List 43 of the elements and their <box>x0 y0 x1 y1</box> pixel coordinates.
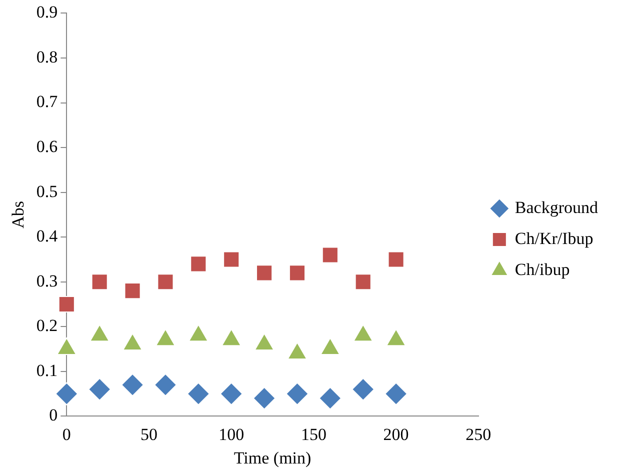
y-tick-label: 0.2 <box>36 316 58 336</box>
point <box>124 282 141 300</box>
point <box>55 382 78 406</box>
point <box>288 264 306 282</box>
point <box>220 382 243 406</box>
x-tick-label: 250 <box>466 424 492 444</box>
legend-label: Ch/ibup <box>514 260 570 279</box>
point <box>286 382 309 406</box>
legend-label: Ch/Kr/Ibup <box>514 228 594 248</box>
point <box>121 373 144 396</box>
y-tick-label: 0.8 <box>36 47 58 66</box>
point <box>91 274 108 290</box>
point <box>252 386 276 410</box>
x-tick-label: 150 <box>300 424 326 444</box>
y-tick-label: 0.1 <box>36 360 58 380</box>
point <box>88 378 112 401</box>
y-tick-label: 0 <box>49 406 58 425</box>
point <box>157 274 174 290</box>
point <box>322 246 338 264</box>
point <box>318 386 342 410</box>
y-tick-label: 0.6 <box>36 137 58 156</box>
x-tick-label: 0 <box>62 424 71 444</box>
point <box>384 382 408 406</box>
y-tick-label: 0.9 <box>36 2 58 22</box>
point <box>388 251 404 268</box>
x-tick-label: 200 <box>383 424 409 444</box>
point <box>186 382 210 406</box>
y-tick-label: 0.3 <box>36 271 58 290</box>
point <box>190 256 207 272</box>
y-tick-label: 0.7 <box>36 92 58 112</box>
point <box>352 378 375 401</box>
point <box>256 264 273 282</box>
y-tick-label: 0.5 <box>36 182 58 201</box>
point <box>58 296 75 313</box>
x-axis-title: Time (min) <box>234 448 312 468</box>
x-tick-label: 100 <box>218 424 244 444</box>
point <box>154 373 177 396</box>
x-tick-label: 50 <box>140 424 158 444</box>
legend-label: Background <box>514 198 598 217</box>
point <box>223 251 240 268</box>
point <box>354 274 372 290</box>
y-axis-title: Abs <box>8 200 28 228</box>
y-tick-label: 0.4 <box>36 226 58 246</box>
